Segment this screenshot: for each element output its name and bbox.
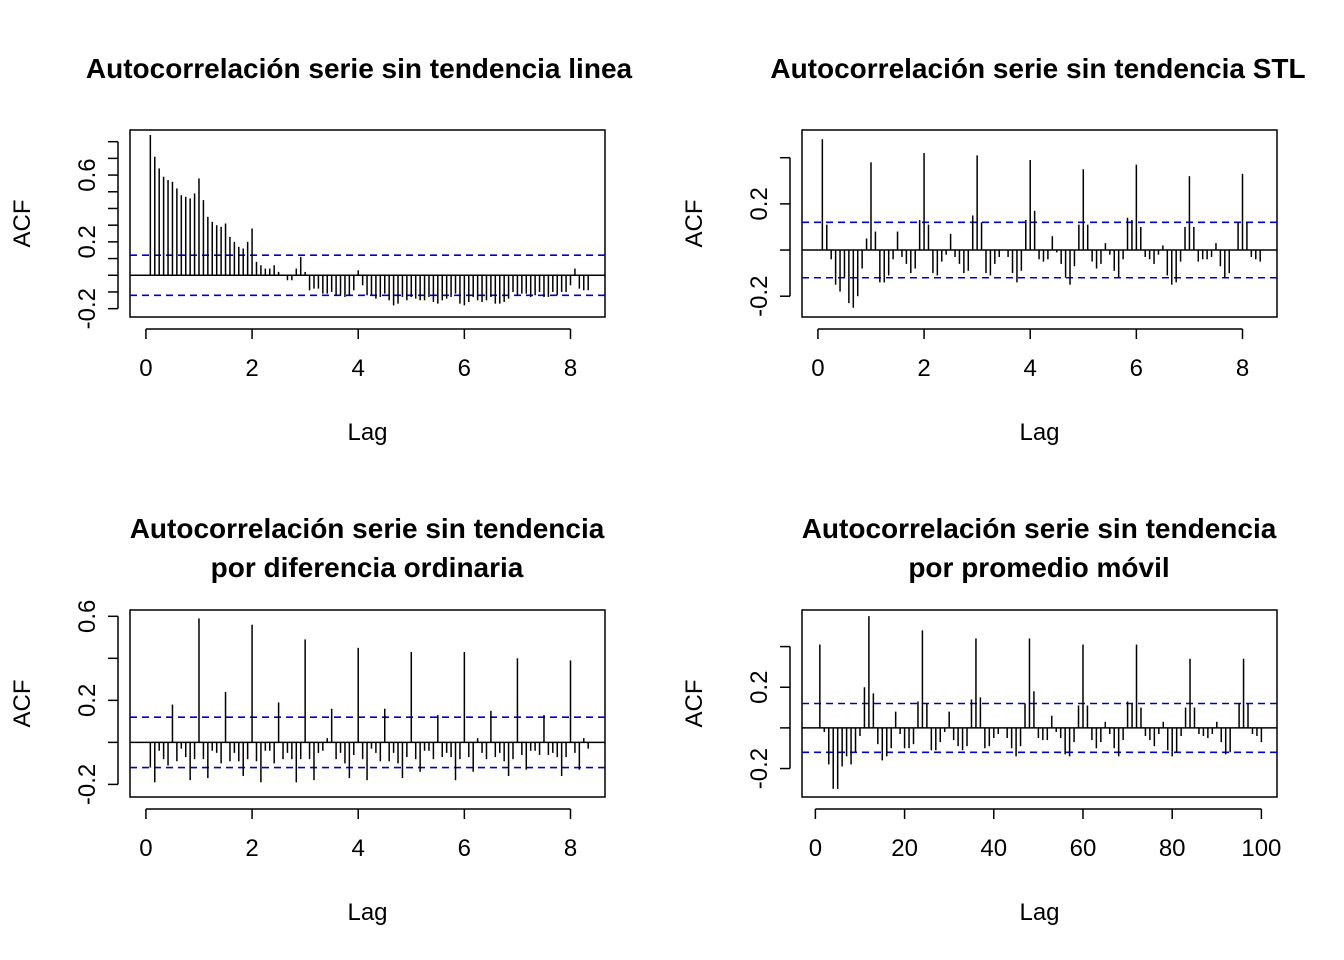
- x-axis-label: Lag: [347, 899, 387, 926]
- x-axis: 0 2 4 6 8: [139, 328, 577, 382]
- x-tick-label: 80: [1159, 835, 1186, 862]
- x-tick-label: 6: [458, 835, 471, 862]
- plot-frame: [801, 129, 1278, 318]
- x-tick-label: 100: [1241, 835, 1281, 862]
- y-tick-label: -0.2: [74, 288, 101, 329]
- y-axis-label: ACF: [9, 680, 36, 728]
- x-tick-label: 0: [139, 835, 152, 862]
- y-tick-label: 0.2: [746, 671, 773, 704]
- panel-moving-average: Autocorrelación serie sin tendencia por …: [681, 513, 1281, 926]
- panel-stl-detrend: Autocorrelación serie sin tendencia STL …: [681, 53, 1306, 446]
- y-axis: -0.2 0.2: [746, 645, 791, 789]
- x-axis-label: Lag: [347, 419, 387, 446]
- y-tick-label: 0.2: [74, 225, 101, 258]
- x-tick-label: 0: [809, 835, 822, 862]
- x-tick-label: 4: [1024, 355, 1037, 382]
- y-axis: -0.2 0.2 0.6: [74, 140, 119, 329]
- chart-title-line-1: Autocorrelación serie sin tendencia: [130, 513, 605, 544]
- x-tick-label: 6: [1130, 355, 1143, 382]
- chart-title: Autocorrelación serie sin tendencia STL: [770, 53, 1305, 84]
- x-tick-label: 2: [917, 355, 930, 382]
- x-axis: 0 2 4 6 8: [139, 808, 577, 862]
- y-tick-label: 0.2: [74, 684, 101, 717]
- y-tick-label: -0.2: [74, 764, 101, 805]
- y-tick-label: 0.6: [74, 158, 101, 191]
- y-axis: -0.2 0.2: [746, 156, 791, 317]
- y-tick-label: -0.2: [746, 276, 773, 317]
- x-tick-label: 4: [352, 835, 365, 862]
- y-axis-label: ACF: [681, 200, 708, 248]
- y-tick-label: 0.6: [74, 600, 101, 633]
- x-axis: 0 2 4 6 8: [811, 328, 1249, 382]
- x-axis: 0 20 40 60 80 100: [809, 808, 1281, 862]
- x-tick-label: 6: [458, 355, 471, 382]
- x-tick-label: 8: [1236, 355, 1249, 382]
- x-tick-label: 0: [139, 355, 152, 382]
- x-axis-label: Lag: [1019, 899, 1059, 926]
- plot-frame: [129, 129, 606, 318]
- x-axis-label: Lag: [1019, 419, 1059, 446]
- y-axis: -0.2 0.2 0.6: [74, 600, 119, 805]
- panel-linear-detrend: Autocorrelación serie sin tendencia line…: [9, 53, 633, 446]
- y-axis-label: ACF: [681, 680, 708, 728]
- plot-frame: [129, 609, 606, 798]
- x-tick-label: 20: [891, 835, 918, 862]
- y-tick-label: -0.2: [746, 748, 773, 789]
- chart-title-line-2: por diferencia ordinaria: [211, 552, 524, 583]
- chart-title-line-1: Autocorrelación serie sin tendencia: [802, 513, 1277, 544]
- x-tick-label: 60: [1070, 835, 1097, 862]
- y-axis-label: ACF: [9, 200, 36, 248]
- x-tick-label: 8: [564, 835, 577, 862]
- chart-title-line-2: por promedio móvil: [908, 552, 1169, 583]
- x-tick-label: 2: [245, 835, 258, 862]
- x-tick-label: 8: [564, 355, 577, 382]
- x-tick-label: 40: [980, 835, 1007, 862]
- panel-ordinary-difference: Autocorrelación serie sin tendencia por …: [9, 513, 606, 926]
- chart-title: Autocorrelación serie sin tendencia line…: [86, 53, 633, 84]
- x-tick-label: 0: [811, 355, 824, 382]
- x-tick-label: 4: [352, 355, 365, 382]
- y-tick-label: 0.2: [746, 187, 773, 220]
- x-tick-label: 2: [245, 355, 258, 382]
